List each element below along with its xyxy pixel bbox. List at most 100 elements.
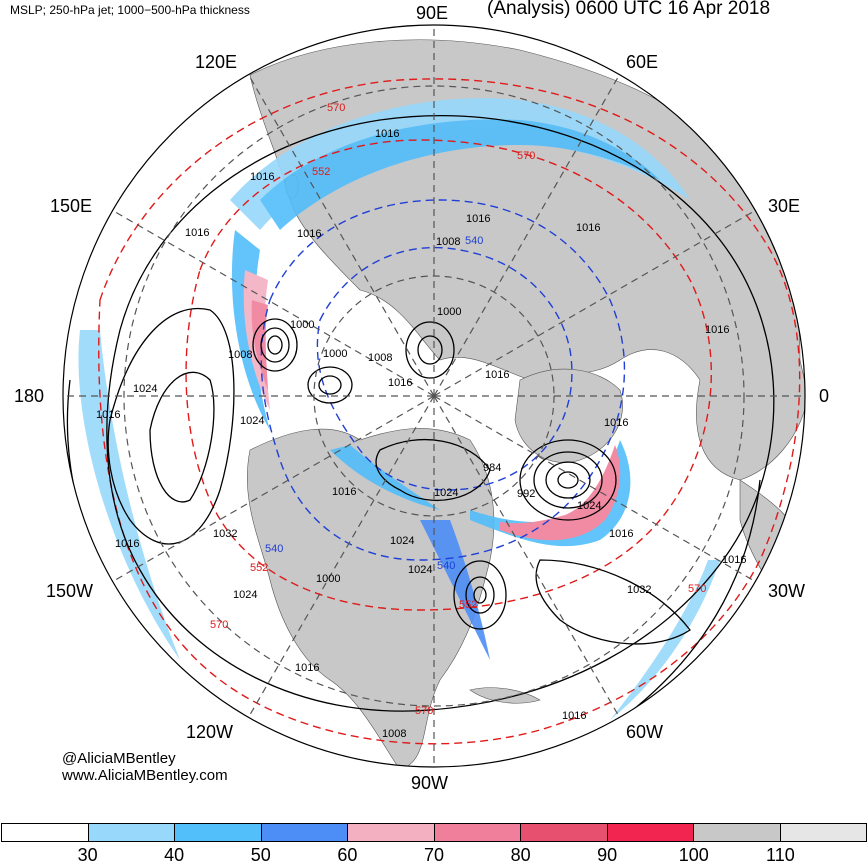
map-variables-title: MSLP; 250-hPa jet; 1000−500-hPa thicknes… — [10, 3, 250, 17]
longitude-label-30e: 30E — [768, 196, 801, 216]
colorbar-tick-label: 40 — [164, 845, 185, 865]
mslp-label: 1032 — [627, 584, 651, 596]
mslp-label: 1008 — [228, 349, 252, 361]
thickness-label: 570 — [327, 102, 345, 114]
mslp-1024-pacific — [107, 307, 235, 545]
mslp-low-iceland-2 — [533, 451, 603, 509]
mslp-low-aleutian-1 — [252, 318, 298, 372]
thickness-contour-labels: 570 570 570 570 570 552 552 552 540 540 … — [210, 102, 706, 717]
longitude-label-120e: 120E — [195, 52, 238, 72]
mslp-1024-arctic — [375, 438, 491, 502]
mslp-label: 1016 — [297, 228, 321, 240]
mslp-label: 1016 — [466, 213, 490, 225]
colorbar-tick-label: 80 — [510, 845, 531, 865]
mslp-label: 1016 — [722, 554, 746, 566]
meridian-30e — [433, 209, 756, 397]
mslp-label: 992 — [517, 488, 535, 500]
longitude-label-120w: 120W — [186, 722, 234, 742]
mslp-contour-labels: 1016 1016 1016 1016 1016 1016 1016 1016 … — [96, 128, 746, 740]
mslp-label: 1008 — [436, 236, 460, 248]
mslp-label: 1000 — [437, 306, 461, 318]
colorbar-tick-label: 100 — [678, 845, 709, 865]
mslp-low-aleutian-3 — [267, 335, 283, 355]
meridian-60e — [433, 74, 621, 397]
longitude-label-90w: 90W — [411, 773, 449, 793]
thickness-label: 552 — [250, 562, 268, 574]
thickness-label: 570 — [210, 619, 228, 631]
longitude-label-90e: 90E — [416, 3, 449, 23]
meridian-30w — [433, 395, 756, 583]
colorbar-segment — [88, 824, 175, 841]
mslp-label: 1016 — [705, 324, 729, 336]
mslp-low-canada-1 — [307, 366, 353, 404]
mslp-label: 1016 — [250, 171, 274, 183]
meridian-120w — [247, 395, 435, 718]
longitude-label-0: 0 — [819, 386, 830, 406]
colorbar-tick-label: 30 — [77, 845, 98, 865]
longitude-label-60w: 60W — [626, 722, 664, 742]
mslp-low-east-us-2 — [465, 576, 495, 614]
land-caribbean — [469, 687, 541, 704]
mslp-low-siberia-2 — [417, 335, 443, 365]
mslp-low-iceland-4 — [557, 471, 579, 489]
colorbar-segment — [607, 824, 694, 841]
author-handle: @AliciaMBentley — [62, 750, 176, 767]
mslp-label: 1024 — [390, 535, 414, 547]
mslp-label: 1024 — [133, 383, 157, 395]
mslp-label: 1016 — [576, 222, 600, 234]
meridian-150e — [112, 209, 435, 397]
meridian-60w — [433, 395, 621, 718]
thickness-528-contour — [316, 246, 573, 491]
longitude-label-180: 180 — [14, 386, 45, 406]
mslp-low-iceland-1 — [519, 439, 617, 521]
thickness-552-contour — [185, 139, 712, 611]
colorbar-segment — [2, 824, 89, 841]
colorbar-tick-label: 50 — [250, 845, 271, 865]
mslp-label: 1016 — [562, 710, 586, 722]
thickness-label: 570 — [415, 705, 433, 717]
colorbar-segment — [780, 824, 866, 841]
longitude-label-60e: 60E — [626, 52, 659, 72]
mslp-label: 1016 — [96, 409, 120, 421]
mslp-label: 1000 — [290, 319, 314, 331]
mslp-low-aleutian-2 — [260, 327, 290, 363]
longitude-label-150e: 150E — [50, 196, 93, 216]
colorbar-segment — [434, 824, 521, 841]
mslp-label: 1008 — [368, 352, 392, 364]
land-north-america — [247, 428, 495, 767]
mslp-label: 1000 — [316, 573, 340, 585]
mslp-label: 1016 — [295, 662, 319, 674]
mslp-label: 1008 — [382, 728, 406, 740]
thickness-label: 570 — [517, 150, 535, 162]
thickness-label: 552 — [459, 599, 477, 611]
colorbar-tick-label: 90 — [597, 845, 618, 865]
mslp-label: 1024 — [233, 589, 257, 601]
mslp-label: 1000 — [323, 348, 347, 360]
mslp-low-siberia-1 — [405, 321, 455, 379]
colorbar-segment — [521, 824, 608, 841]
jet-speed-colorbar — [1, 823, 867, 842]
mslp-low-east-us-3 — [473, 586, 487, 604]
mslp-label: 1024 — [240, 415, 264, 427]
polar-stereographic-map: 1016 1016 1016 1016 1016 1016 1016 1016 … — [62, 24, 806, 768]
colorbar-tick-label: 70 — [423, 845, 445, 865]
meridian-150w — [112, 395, 435, 583]
jet-band-south-pacific — [78, 330, 180, 660]
mslp-low-canada-2 — [318, 375, 342, 395]
jet-band-asia-core — [260, 119, 660, 230]
thickness-570-contour — [98, 78, 801, 745]
colorbar-tick-label: 60 — [337, 845, 358, 865]
jet-band-arctic — [330, 445, 440, 510]
mslp-1024-atlantic — [535, 559, 691, 645]
mslp-label: 1024 — [408, 564, 432, 576]
map-boundary — [62, 24, 806, 768]
thickness-540-contour — [260, 199, 626, 561]
mslp-label: 1016 — [185, 227, 209, 239]
jet-band-south-atlantic — [610, 560, 720, 720]
thickness-label: 570 — [688, 583, 706, 595]
jet-band-east-us — [420, 520, 490, 660]
thickness-label: 540 — [437, 560, 455, 572]
mslp-label: 1016 — [604, 417, 628, 429]
thickness-contours — [98, 78, 801, 745]
analysis-time-title: (Analysis) 0600 UTC 16 Apr 2018 — [487, 0, 771, 19]
